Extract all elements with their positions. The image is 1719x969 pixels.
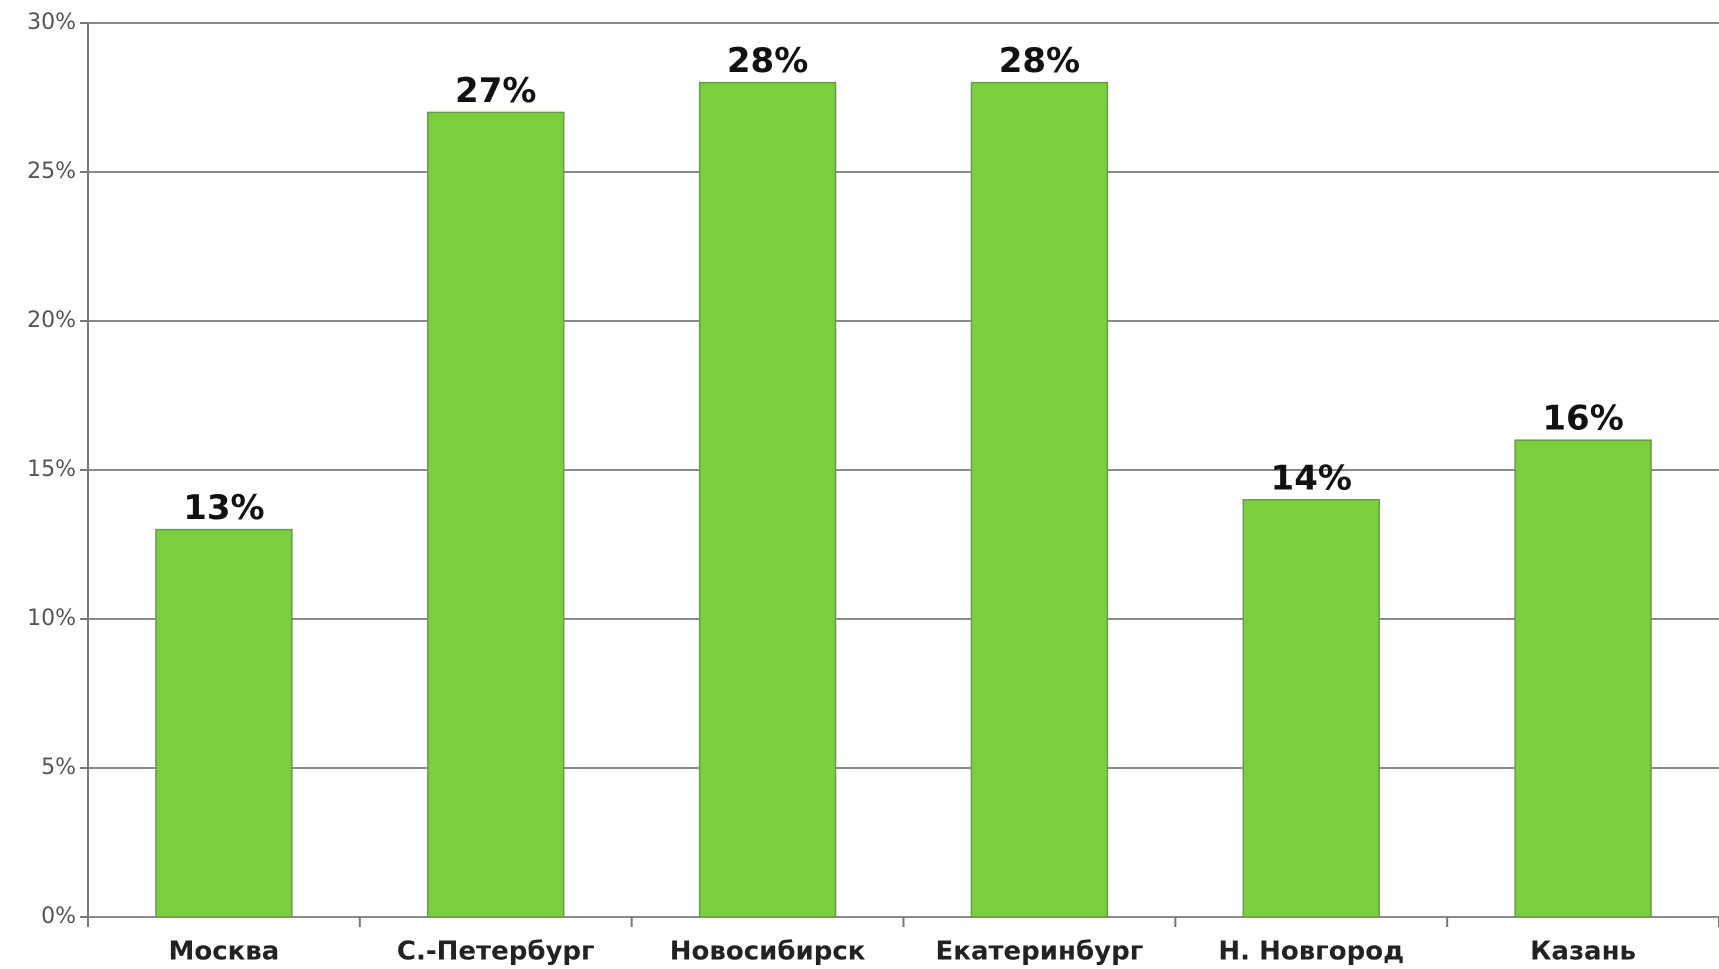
x-tick-label: Екатеринбург [936,937,1144,967]
value-label: 14% [1271,458,1352,498]
y-tick-label: 25% [27,159,76,184]
value-label: 28% [999,41,1080,81]
bar [698,81,837,918]
x-tick-label: Казань [1530,937,1636,967]
x-tick-label: Н. Новгород [1218,937,1404,967]
value-label: 16% [1542,399,1623,439]
y-tick-label: 0% [41,904,76,929]
bar [1514,439,1652,918]
y-tick-label: 15% [27,457,76,482]
bar [1242,499,1380,918]
x-tick-label: Москва [169,937,280,967]
y-tick-label: 10% [27,606,76,631]
value-label: 27% [455,71,536,111]
bar [427,111,565,918]
y-tick-label: 30% [27,10,76,35]
value-label: 28% [727,41,808,81]
y-tick-label: 5% [41,755,76,780]
x-tick-label: С.-Петербург [397,937,595,967]
value-label: 13% [183,488,264,528]
bar [970,81,1109,918]
x-tick-label: Новосибирск [670,937,866,967]
bar [155,528,293,918]
y-tick-label: 20% [27,308,76,333]
